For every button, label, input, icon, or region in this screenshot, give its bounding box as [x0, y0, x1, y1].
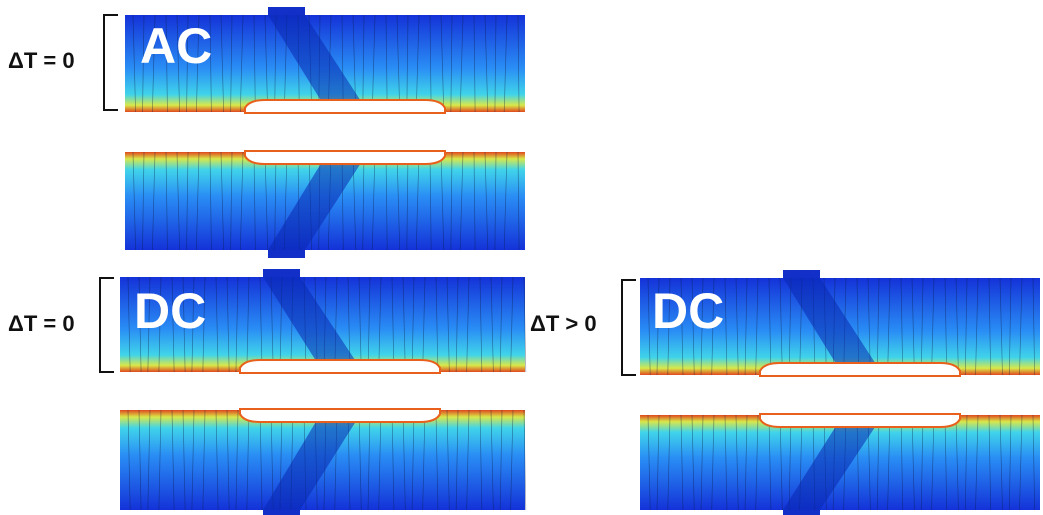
notch: [760, 363, 960, 376]
bracket: [622, 280, 636, 375]
notch: [240, 409, 440, 422]
electrode-tab: [263, 510, 300, 515]
notch: [245, 151, 445, 164]
mode-label: DC: [652, 283, 724, 339]
bracket: [100, 278, 114, 372]
notch: [245, 100, 445, 113]
electrode-tab: [268, 7, 305, 15]
condition-label: ΔT > 0: [530, 311, 597, 336]
notch: [760, 414, 960, 427]
mode-label: DC: [134, 283, 206, 339]
simulation-panels: [120, 7, 1040, 515]
condition-label: ΔT = 0: [8, 311, 75, 336]
notch: [240, 360, 440, 373]
electrode-tab: [263, 269, 300, 277]
electrode-tab: [783, 510, 820, 515]
figure: ΔT = 0 AC ΔT = 0 DC ΔT > 0 DC: [0, 0, 1043, 515]
electrode-tab: [268, 250, 305, 258]
mode-label: AC: [140, 18, 212, 74]
bracket: [104, 15, 118, 110]
condition-label: ΔT = 0: [8, 48, 75, 73]
electrode-tab: [783, 270, 820, 278]
